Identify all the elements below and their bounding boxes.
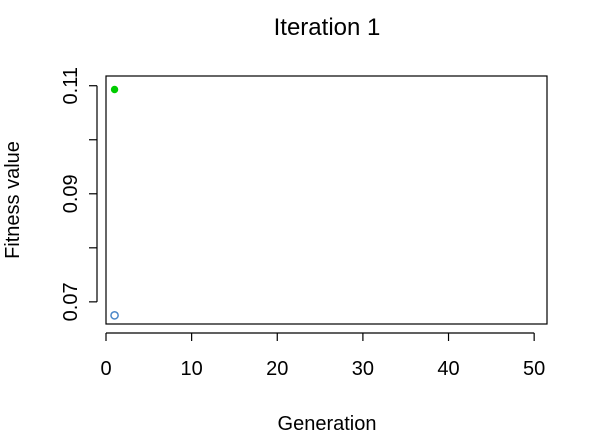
x-tick-label: 20 (266, 358, 288, 380)
y-tick-label: 0.11 (60, 67, 82, 104)
y-axis: 0.07 0.09 0.11 (60, 67, 98, 321)
y-axis-label: Fitness value (2, 141, 24, 259)
x-tick-label: 40 (437, 358, 459, 380)
chart-title: Iteration 1 (274, 14, 381, 41)
x-axis: 0 10 20 30 40 50 (100, 332, 545, 380)
x-tick-label: 0 (100, 358, 111, 380)
best-fitness-point (110, 85, 119, 94)
x-tick-label: 50 (523, 358, 545, 380)
data-points (110, 85, 119, 320)
y-tick-label: 0.09 (60, 174, 82, 213)
x-axis-label: Generation (278, 413, 377, 435)
plot-frame (105, 75, 548, 325)
x-tick-label: 30 (352, 358, 374, 380)
mean-fitness-point (110, 311, 119, 320)
y-tick-label: 0.07 (60, 282, 82, 321)
x-tick-label: 10 (181, 358, 203, 380)
